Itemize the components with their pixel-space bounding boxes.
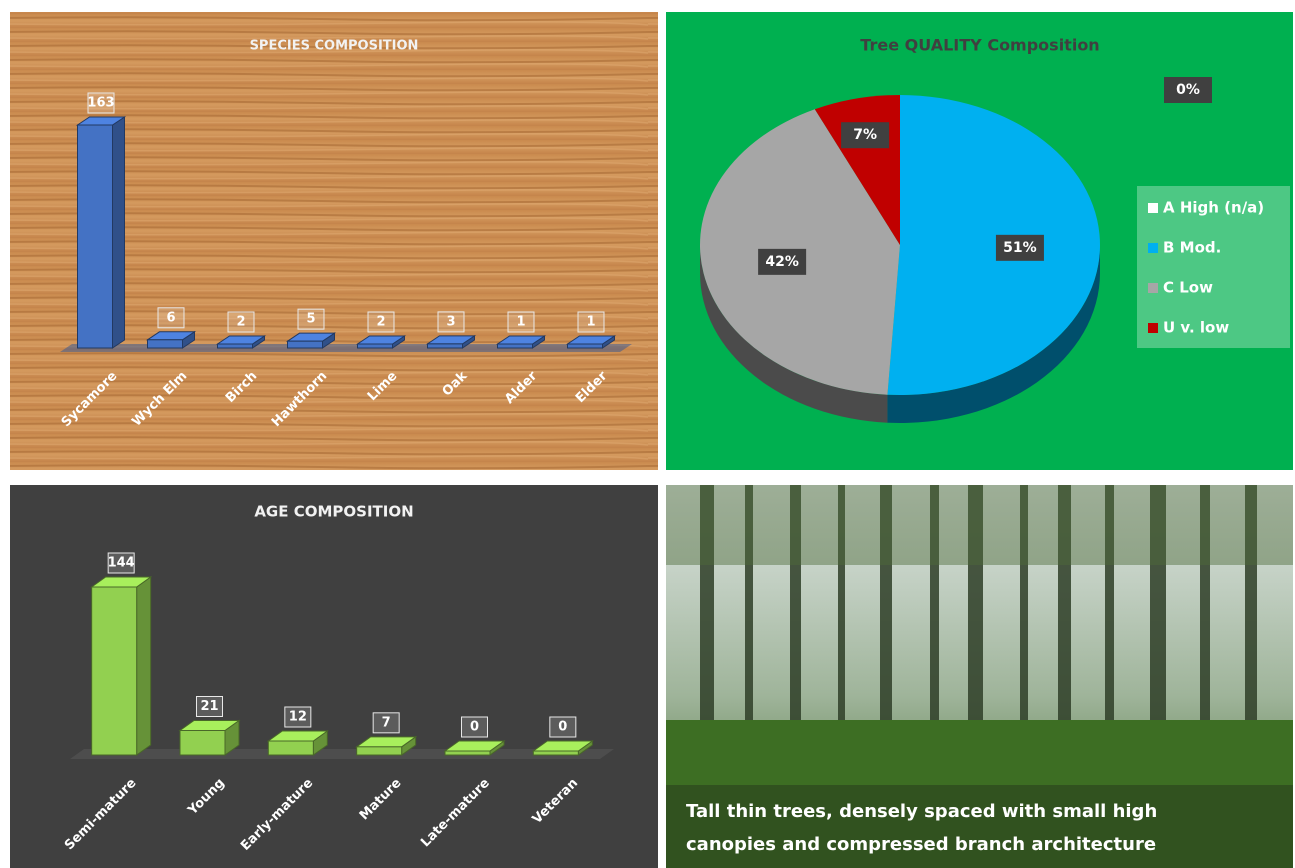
value-label: 0 <box>470 720 479 735</box>
caption-line: canopies and compressed branch architect… <box>686 834 1156 855</box>
value-label: 2 <box>236 315 245 330</box>
bar <box>498 344 533 348</box>
dashboard: Tall thin trees, densely spaced with sma… <box>0 0 1295 868</box>
legend-label: A High (n/a) <box>1163 199 1264 217</box>
bar <box>180 731 225 756</box>
bar <box>218 344 253 348</box>
bar <box>357 747 402 755</box>
data-label: 51% <box>1003 240 1037 256</box>
legend-swatch <box>1148 203 1158 213</box>
value-label: 3 <box>446 314 455 329</box>
value-label: 1 <box>586 315 595 330</box>
legend-swatch <box>1148 243 1158 253</box>
value-label: 163 <box>87 96 114 111</box>
floor <box>70 749 614 759</box>
bar <box>445 751 490 755</box>
bar <box>268 741 313 755</box>
bar <box>428 344 463 348</box>
value-label: 144 <box>108 556 135 571</box>
bar <box>533 751 578 755</box>
bar-side <box>113 117 125 348</box>
chart-title: SPECIES COMPOSITION <box>250 39 419 54</box>
value-label: 7 <box>382 715 391 730</box>
legend-label: B Mod. <box>1163 239 1221 257</box>
chart-title: Tree QUALITY Composition <box>860 36 1099 55</box>
caption-line: Tall thin trees, densely spaced with sma… <box>686 801 1157 822</box>
bar <box>92 587 137 755</box>
bar-side <box>137 577 151 755</box>
legend-label: U v. low <box>1163 319 1229 337</box>
legend-swatch <box>1148 323 1158 333</box>
value-label: 1 <box>516 315 525 330</box>
legend-label: C Low <box>1163 279 1213 297</box>
value-label: 21 <box>200 699 218 714</box>
bar <box>288 341 323 348</box>
legend-swatch <box>1148 283 1158 293</box>
bar <box>358 344 393 348</box>
bar <box>568 344 603 348</box>
value-label: 2 <box>376 315 385 330</box>
data-label: 0% <box>1176 82 1200 98</box>
floor <box>60 344 632 352</box>
bar <box>148 340 183 348</box>
value-label: 0 <box>558 720 567 735</box>
data-label: 7% <box>853 127 877 143</box>
value-label: 6 <box>166 310 175 325</box>
data-label: 42% <box>765 254 799 270</box>
value-label: 12 <box>289 710 307 725</box>
bar <box>78 125 113 348</box>
value-label: 5 <box>306 312 315 327</box>
chart-title: AGE COMPOSITION <box>254 503 413 521</box>
